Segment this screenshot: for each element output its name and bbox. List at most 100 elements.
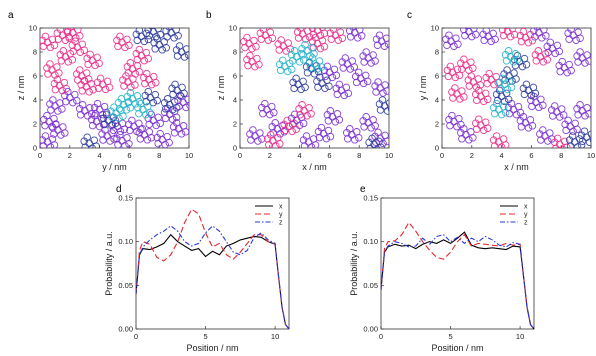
panel-a-molecule-atom	[64, 28, 72, 35]
panel-c-molecule-atom	[538, 34, 546, 42]
panel-b-molecule-atom	[374, 78, 382, 86]
panel-b-y-tick-label: 6	[233, 72, 237, 81]
panel-a-molecule-atom	[88, 121, 97, 130]
panel-a-molecule-atom	[144, 87, 153, 96]
panel-c-molecule-atom	[556, 67, 564, 76]
panel-c-molecule-atom	[559, 145, 567, 148]
panel-a-molecule-atom	[158, 46, 166, 54]
panel-b-molecule-atom	[349, 28, 357, 31]
panel-c-y-tick-label: 10	[431, 24, 439, 33]
panel-c-molecule-atom	[528, 36, 537, 45]
panel-b-molecule-atom	[344, 89, 353, 98]
panel-a-molecule-atom	[107, 121, 116, 130]
panel-d-y-tick-label: 0.15	[118, 194, 133, 203]
panel-c-molecule-atom	[443, 41, 451, 49]
panel-a-molecule-atom	[154, 139, 162, 148]
panel-e-x-tick-label: 5	[448, 332, 452, 341]
panel-a-x-tick-label: 4	[98, 151, 102, 160]
panel-b-molecule-atom	[270, 108, 278, 117]
panel-c-molecule-atom	[512, 75, 520, 83]
panel-b-molecule-atom	[267, 131, 275, 139]
panel-a-molecule-atom	[136, 135, 145, 143]
panel-a-molecule-atom	[40, 42, 48, 51]
panel-d-series-y-line	[135, 208, 290, 330]
panel-c-molecule-atom	[497, 143, 506, 148]
panel-a-molecule-atom	[144, 28, 152, 34]
panel-a-molecule-atom	[152, 78, 160, 87]
panel-a-molecule-atom	[126, 126, 134, 135]
panel-b-molecule-atom	[383, 107, 389, 115]
panel-c-molecule-atom	[458, 65, 466, 73]
panel-e-y-tick-label: 0.05	[363, 281, 378, 290]
panel-b-molecule-atom	[254, 137, 262, 145]
panel-c-molecule-atom	[576, 48, 584, 56]
panel-b-molecule-atom	[276, 130, 285, 138]
panel-a-molecule-atom	[148, 28, 155, 30]
panel-b-x-tick-label: 10	[385, 151, 393, 160]
panel-b-x-tick-label: 0	[238, 151, 242, 160]
panel-a-molecule-atom	[135, 45, 144, 54]
panel-c-molecule-atom	[491, 35, 499, 44]
panel-a-molecule-atom	[138, 125, 147, 133]
panel-a-molecule-atom	[175, 42, 184, 50]
panel-c-y-tick-label: 6	[435, 72, 439, 81]
panel-a-molecule-atom	[128, 116, 136, 125]
panel-c-molecule-atom	[585, 57, 591, 65]
panel-c-molecule-atom	[455, 71, 464, 80]
panel-a-molecule-atom	[125, 140, 133, 148]
panel-a-molecule-atom	[168, 115, 177, 124]
panel-c-molecule-atom	[474, 115, 483, 123]
panel-c-molecule-atom	[558, 57, 566, 66]
panel-b-molecule-atom	[290, 84, 298, 93]
panel-b-molecule-atom	[346, 65, 355, 73]
panel-a-molecule-atom	[120, 125, 129, 134]
panel-b-molecule-atom	[326, 132, 335, 141]
panel-c-molecule-atom	[498, 28, 507, 34]
panel-c-molecule-atom	[572, 36, 580, 44]
panel-a-molecule-atom	[122, 106, 131, 114]
panel-b-molecule-atom	[335, 80, 344, 89]
panel-b-molecule-atom	[372, 88, 380, 96]
panel-b-molecule-atom	[332, 71, 341, 80]
panel-b-molecule-atom	[295, 58, 304, 66]
panel-a-y-axis-label: z / nm	[16, 76, 26, 101]
panel-a-molecule-atom	[43, 111, 51, 120]
panel-c-molecule-atom	[563, 68, 571, 77]
panel-b-molecule-atom	[320, 29, 329, 38]
panel-b-molecule-atom	[300, 142, 309, 148]
panel-c-molecule-atom	[460, 93, 468, 101]
panel-c-molecule-atom	[450, 42, 458, 50]
panel-c-molecule-atom	[539, 101, 547, 110]
panel-a-x-tick-label: 2	[68, 151, 72, 160]
panel-c-y-tick-label: 2	[435, 120, 439, 129]
panel-c-molecule-atom	[517, 37, 526, 46]
panel-c-molecule-atom	[576, 101, 584, 109]
panel-b-molecule-atom	[298, 101, 306, 109]
panel-c-molecule-atom	[472, 125, 481, 133]
panel-c-molecule-atom	[479, 97, 488, 106]
panel-a-molecule-atom	[100, 120, 109, 129]
panel-a-molecule-atom	[75, 66, 84, 74]
panel-c-molecule-atom	[546, 38, 555, 47]
panel-d-x-tick-label: 0	[134, 332, 138, 341]
panel-b-x-axis-label: x / nm	[302, 162, 327, 172]
panel-c-molecule-atom	[574, 58, 582, 66]
panel-c-molecule-atom	[469, 134, 477, 142]
panel-a-molecule-atom	[156, 129, 164, 138]
panel-b-molecule-atom	[378, 96, 387, 104]
panel-a-molecule-atom	[84, 60, 92, 69]
panel-c-molecule-atom	[497, 110, 506, 119]
panel-b-molecule-atom	[303, 112, 311, 120]
panel-a-y-tick-label: 0	[33, 144, 37, 153]
panel-a-molecule-atom	[147, 134, 156, 142]
panel-a-molecule-atom	[95, 122, 104, 131]
panel-a-molecule-atom	[73, 96, 81, 105]
panel-a-molecule-atom	[71, 37, 79, 45]
panel-b-molecule-atom	[316, 31, 325, 40]
panel-e-x-tick-label: 0	[379, 332, 383, 341]
panel-a-molecule-atom	[93, 99, 102, 108]
panel-a-molecule-atom	[58, 86, 67, 95]
panel-b-molecule-atom	[276, 66, 285, 75]
panel-e-axes-frame	[380, 197, 535, 330]
panel-b-molecule-atom	[353, 34, 362, 42]
